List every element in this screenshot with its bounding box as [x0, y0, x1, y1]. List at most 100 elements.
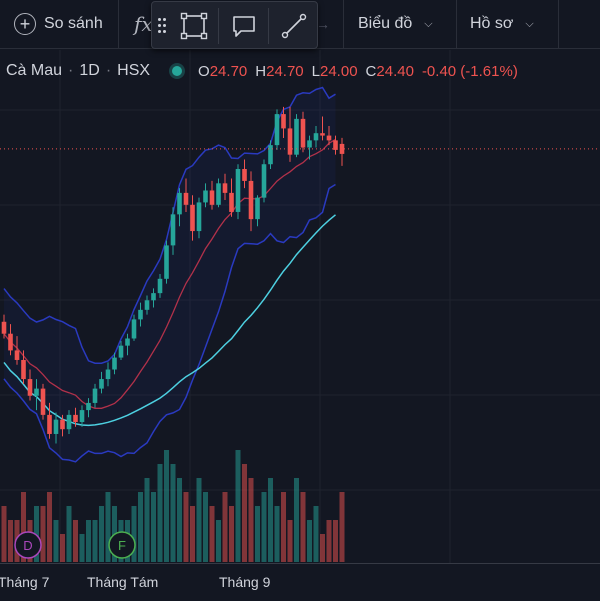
ma-short-line: [3, 138, 336, 409]
chevron-down-icon: ⌵: [525, 17, 534, 30]
candle-body: [229, 192, 234, 212]
volume-bar: [229, 506, 234, 562]
floating-toolbar-divider: [268, 8, 269, 44]
candle-body: [144, 300, 150, 310]
volume-bar: [53, 520, 59, 562]
high-value: 24.70: [266, 62, 304, 80]
volume-bar: [105, 492, 111, 562]
candle-body: [196, 202, 202, 232]
volume-bar: [339, 492, 345, 562]
market-status-icon[interactable]: [172, 66, 183, 76]
bollinger-fill: [4, 87, 336, 462]
symbol-name[interactable]: Cà Mau: [6, 62, 63, 79]
candle-body: [313, 133, 319, 141]
candle-body: [47, 414, 52, 434]
candle-body: [307, 140, 312, 148]
time-axis-label: Tháng Tám: [87, 574, 159, 590]
compare-button[interactable]: + So sánh: [14, 0, 103, 48]
candle-body: [339, 143, 345, 154]
volume-bar: [287, 520, 293, 562]
candle-body: [60, 419, 65, 430]
volume-bar: [157, 464, 163, 562]
candle-body: [125, 338, 130, 346]
indicators-button[interactable]: fx: [134, 0, 153, 48]
volume-bar: [268, 478, 273, 562]
volume-bar: [92, 520, 98, 562]
trendline-icon: [281, 13, 307, 39]
volume-bar: [73, 520, 78, 562]
candle-body: [203, 190, 208, 203]
compare-label: So sánh: [44, 15, 103, 32]
candle-body: [242, 169, 247, 181]
candle-body: [1, 321, 7, 334]
volume-bar: [300, 492, 306, 562]
event-letter: F: [118, 538, 126, 553]
volume-bar: [151, 492, 156, 562]
candle-body: [255, 197, 260, 220]
volume-bar: [177, 478, 182, 562]
candle-body: [8, 333, 13, 351]
candle-body: [170, 214, 176, 246]
candle-body: [40, 388, 46, 415]
candle-body: [333, 140, 338, 150]
profile-label: Hồ sơ: [470, 15, 514, 32]
drag-handle-icon[interactable]: [158, 18, 166, 34]
volume-bar: [209, 506, 215, 562]
chevron-down-icon: ⌵: [424, 17, 433, 30]
volume-bar: [131, 506, 137, 562]
volume-bar: [281, 492, 286, 562]
volume-bar: [294, 478, 299, 562]
profile-dropdown[interactable]: Hồ sơ ⌵: [470, 0, 534, 48]
candle-body: [34, 388, 39, 396]
candle-body: [216, 183, 221, 205]
candle-body: [73, 414, 78, 423]
volume-bar: [21, 492, 26, 562]
rectangle-icon: [180, 12, 208, 40]
candle-body: [235, 169, 241, 212]
ma-long-line: [3, 214, 336, 427]
exchange: HSX: [117, 62, 151, 79]
volume-bar: [261, 492, 267, 562]
volume-bar: [203, 492, 208, 562]
comment-tool-button[interactable]: [226, 8, 262, 44]
bollinger-lower-line: [3, 183, 336, 463]
volume-bar: [8, 520, 13, 562]
time-axis-label: Tháng 7: [0, 574, 50, 590]
chart-type-label: Biểu đồ: [358, 15, 413, 32]
candle-body: [326, 135, 332, 141]
candle-body: [21, 359, 26, 380]
close-value: 24.40: [376, 62, 414, 80]
volume-bar: [40, 506, 46, 562]
candle-body: [66, 414, 72, 430]
volume-bar: [333, 520, 338, 562]
open-value: 24.70: [209, 62, 248, 80]
event-letter: D: [23, 538, 32, 553]
time-axis[interactable]: Tháng 7 Tháng Tám Tháng 9: [0, 563, 600, 601]
volume-bar: [255, 506, 260, 562]
volume-bar: [274, 506, 280, 562]
volume-bar: [216, 520, 221, 562]
time-axis-label: Tháng 9: [219, 574, 271, 590]
candle-body: [177, 192, 182, 215]
candle-body: [151, 293, 156, 301]
toolbar-divider: [343, 0, 344, 48]
volume-bar: [183, 492, 189, 562]
candle-body: [320, 133, 325, 136]
candles: [1, 106, 345, 444]
volume-bar: [164, 450, 169, 562]
candle-body: [190, 204, 195, 232]
chart-type-dropdown[interactable]: Biểu đồ ⌵: [358, 0, 433, 48]
interval[interactable]: 1D: [79, 62, 100, 79]
arrow-right-icon: →: [316, 16, 330, 32]
volume-bar: [66, 506, 72, 562]
trendline-tool-button[interactable]: [276, 8, 312, 44]
rectangle-tool-button[interactable]: [176, 8, 212, 44]
bollinger-upper-line: [3, 86, 336, 364]
volume-bar: [242, 464, 247, 562]
ohlc-values: O24.70 H24.70 L24.00 C24.40 -0.40 (-1.61…: [198, 62, 518, 80]
candle-body: [248, 180, 254, 220]
comment-icon: [233, 16, 255, 37]
candle-body: [27, 379, 33, 396]
candle-body: [164, 245, 169, 279]
